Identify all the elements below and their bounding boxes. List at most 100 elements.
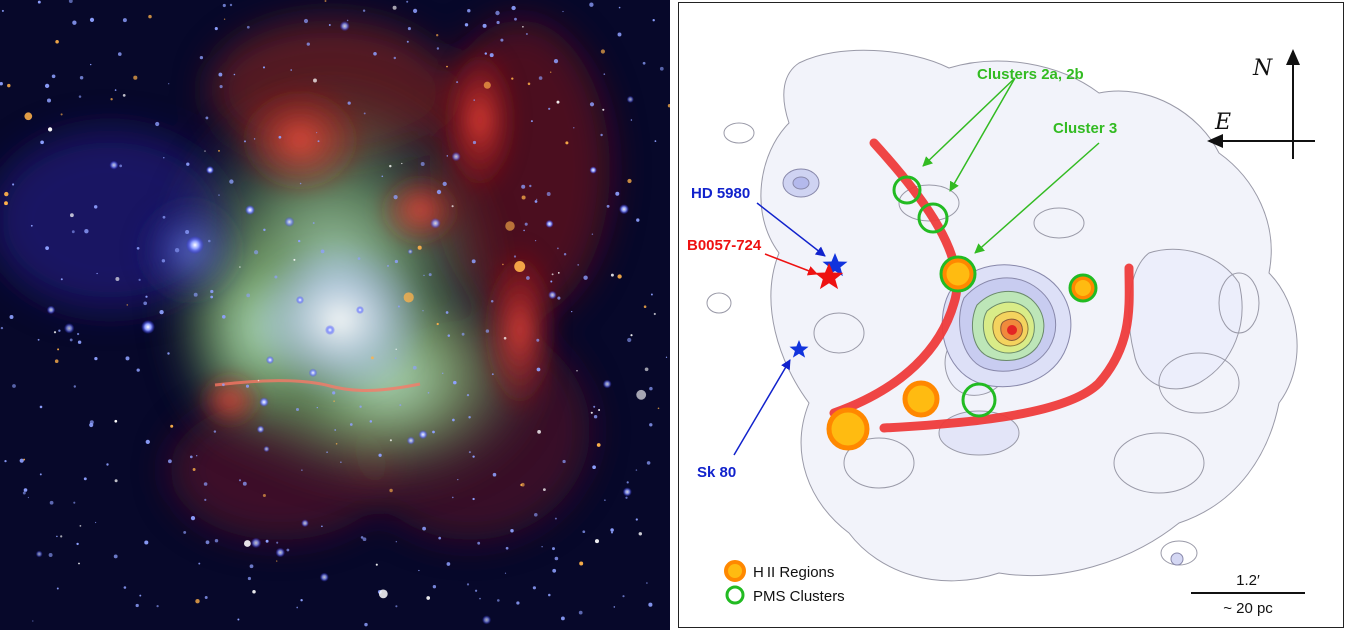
hii-region-markers: [826, 257, 1095, 451]
star-point: [12, 183, 15, 186]
star-point: [76, 332, 80, 336]
star-point: [324, 0, 327, 2]
arrow-clusters-2a: [922, 77, 1016, 167]
label-b0057: B0057-724: [687, 237, 762, 254]
star-point: [642, 61, 646, 65]
star-point: [500, 38, 504, 42]
star-point: [611, 531, 613, 534]
star-point: [451, 496, 454, 499]
star-point: [473, 99, 475, 101]
star-point: [263, 228, 266, 232]
star-point: [60, 113, 63, 116]
star-point: [71, 230, 75, 234]
star-point: [590, 411, 593, 414]
star-point: [557, 296, 561, 300]
star-point: [284, 216, 295, 228]
star-point: [328, 24, 331, 26]
star-point: [541, 545, 543, 548]
scale-angular: 1.2′: [1236, 572, 1260, 589]
star-point: [347, 101, 351, 105]
star-point: [198, 562, 201, 565]
star-point: [466, 583, 470, 586]
star-point: [578, 610, 583, 615]
star-point: [630, 119, 633, 121]
star-point: [72, 20, 77, 25]
star-point: [492, 472, 497, 477]
star-point: [511, 5, 516, 11]
star-point: [163, 157, 165, 159]
star-point: [532, 586, 536, 590]
star-point: [94, 356, 98, 361]
star-point: [339, 20, 350, 32]
star-point: [135, 603, 139, 608]
star-point: [78, 562, 80, 565]
star-point: [445, 311, 449, 314]
star-point: [466, 393, 470, 397]
star-point: [394, 357, 397, 359]
schematic-panel: Clusters 2a, 2b Cluster 3 HD 5980 B0057-…: [678, 2, 1344, 628]
star-point: [534, 513, 538, 517]
star-point: [298, 239, 301, 243]
star-point: [627, 178, 632, 184]
star-point: [468, 415, 471, 419]
star-point: [369, 420, 373, 423]
star-point: [529, 184, 532, 188]
star-point: [592, 465, 596, 470]
star-point: [550, 280, 553, 283]
star-point: [589, 102, 595, 107]
star-point: [447, 334, 451, 337]
star-point: [70, 213, 74, 218]
star-point: [468, 451, 471, 454]
star-point: [296, 606, 299, 609]
star-point: [63, 323, 75, 334]
star-point: [514, 261, 526, 272]
star-point: [76, 542, 79, 546]
star-point: [27, 496, 30, 499]
star-point: [259, 397, 269, 407]
star-point: [622, 487, 632, 497]
star-point: [589, 166, 597, 174]
star-point: [357, 257, 361, 260]
star-point: [145, 295, 148, 298]
star-point: [218, 194, 220, 196]
star-point: [602, 108, 605, 111]
bright-star: [206, 166, 214, 174]
compass-east: E: [1214, 110, 1231, 135]
star-point: [335, 443, 338, 445]
star-point: [389, 488, 393, 493]
star-point: [313, 78, 317, 83]
star-point: [571, 310, 573, 313]
star-point: [218, 72, 223, 77]
star-point: [472, 455, 475, 458]
legend-hii-icon: [724, 560, 746, 582]
star-point: [214, 538, 219, 543]
star-point: [139, 594, 142, 597]
star-point: [45, 246, 49, 250]
star-point: [489, 53, 494, 58]
star-point: [190, 515, 196, 521]
star-point: [138, 278, 141, 282]
star-point: [653, 312, 656, 316]
star-point: [464, 23, 469, 27]
hd5980-star-icon: [822, 253, 848, 277]
star-point: [461, 332, 465, 336]
star-point: [538, 76, 543, 80]
arc-outer: [879, 263, 1134, 433]
star-point: [657, 407, 660, 410]
pms-cluster: [961, 382, 997, 418]
star-point: [119, 164, 123, 168]
star-point: [514, 17, 517, 21]
star-point: [293, 258, 296, 261]
label-sk80: Sk 80: [697, 464, 736, 481]
star-point: [370, 356, 374, 360]
star-point: [93, 205, 98, 209]
bright-star: [266, 356, 274, 364]
star-point: [438, 536, 442, 540]
star-point: [155, 121, 160, 127]
star-point: [630, 334, 633, 337]
star-point: [442, 181, 447, 187]
star-point: [456, 81, 459, 84]
star-point: [537, 430, 541, 434]
star-point: [115, 277, 120, 281]
star-point: [603, 73, 606, 75]
